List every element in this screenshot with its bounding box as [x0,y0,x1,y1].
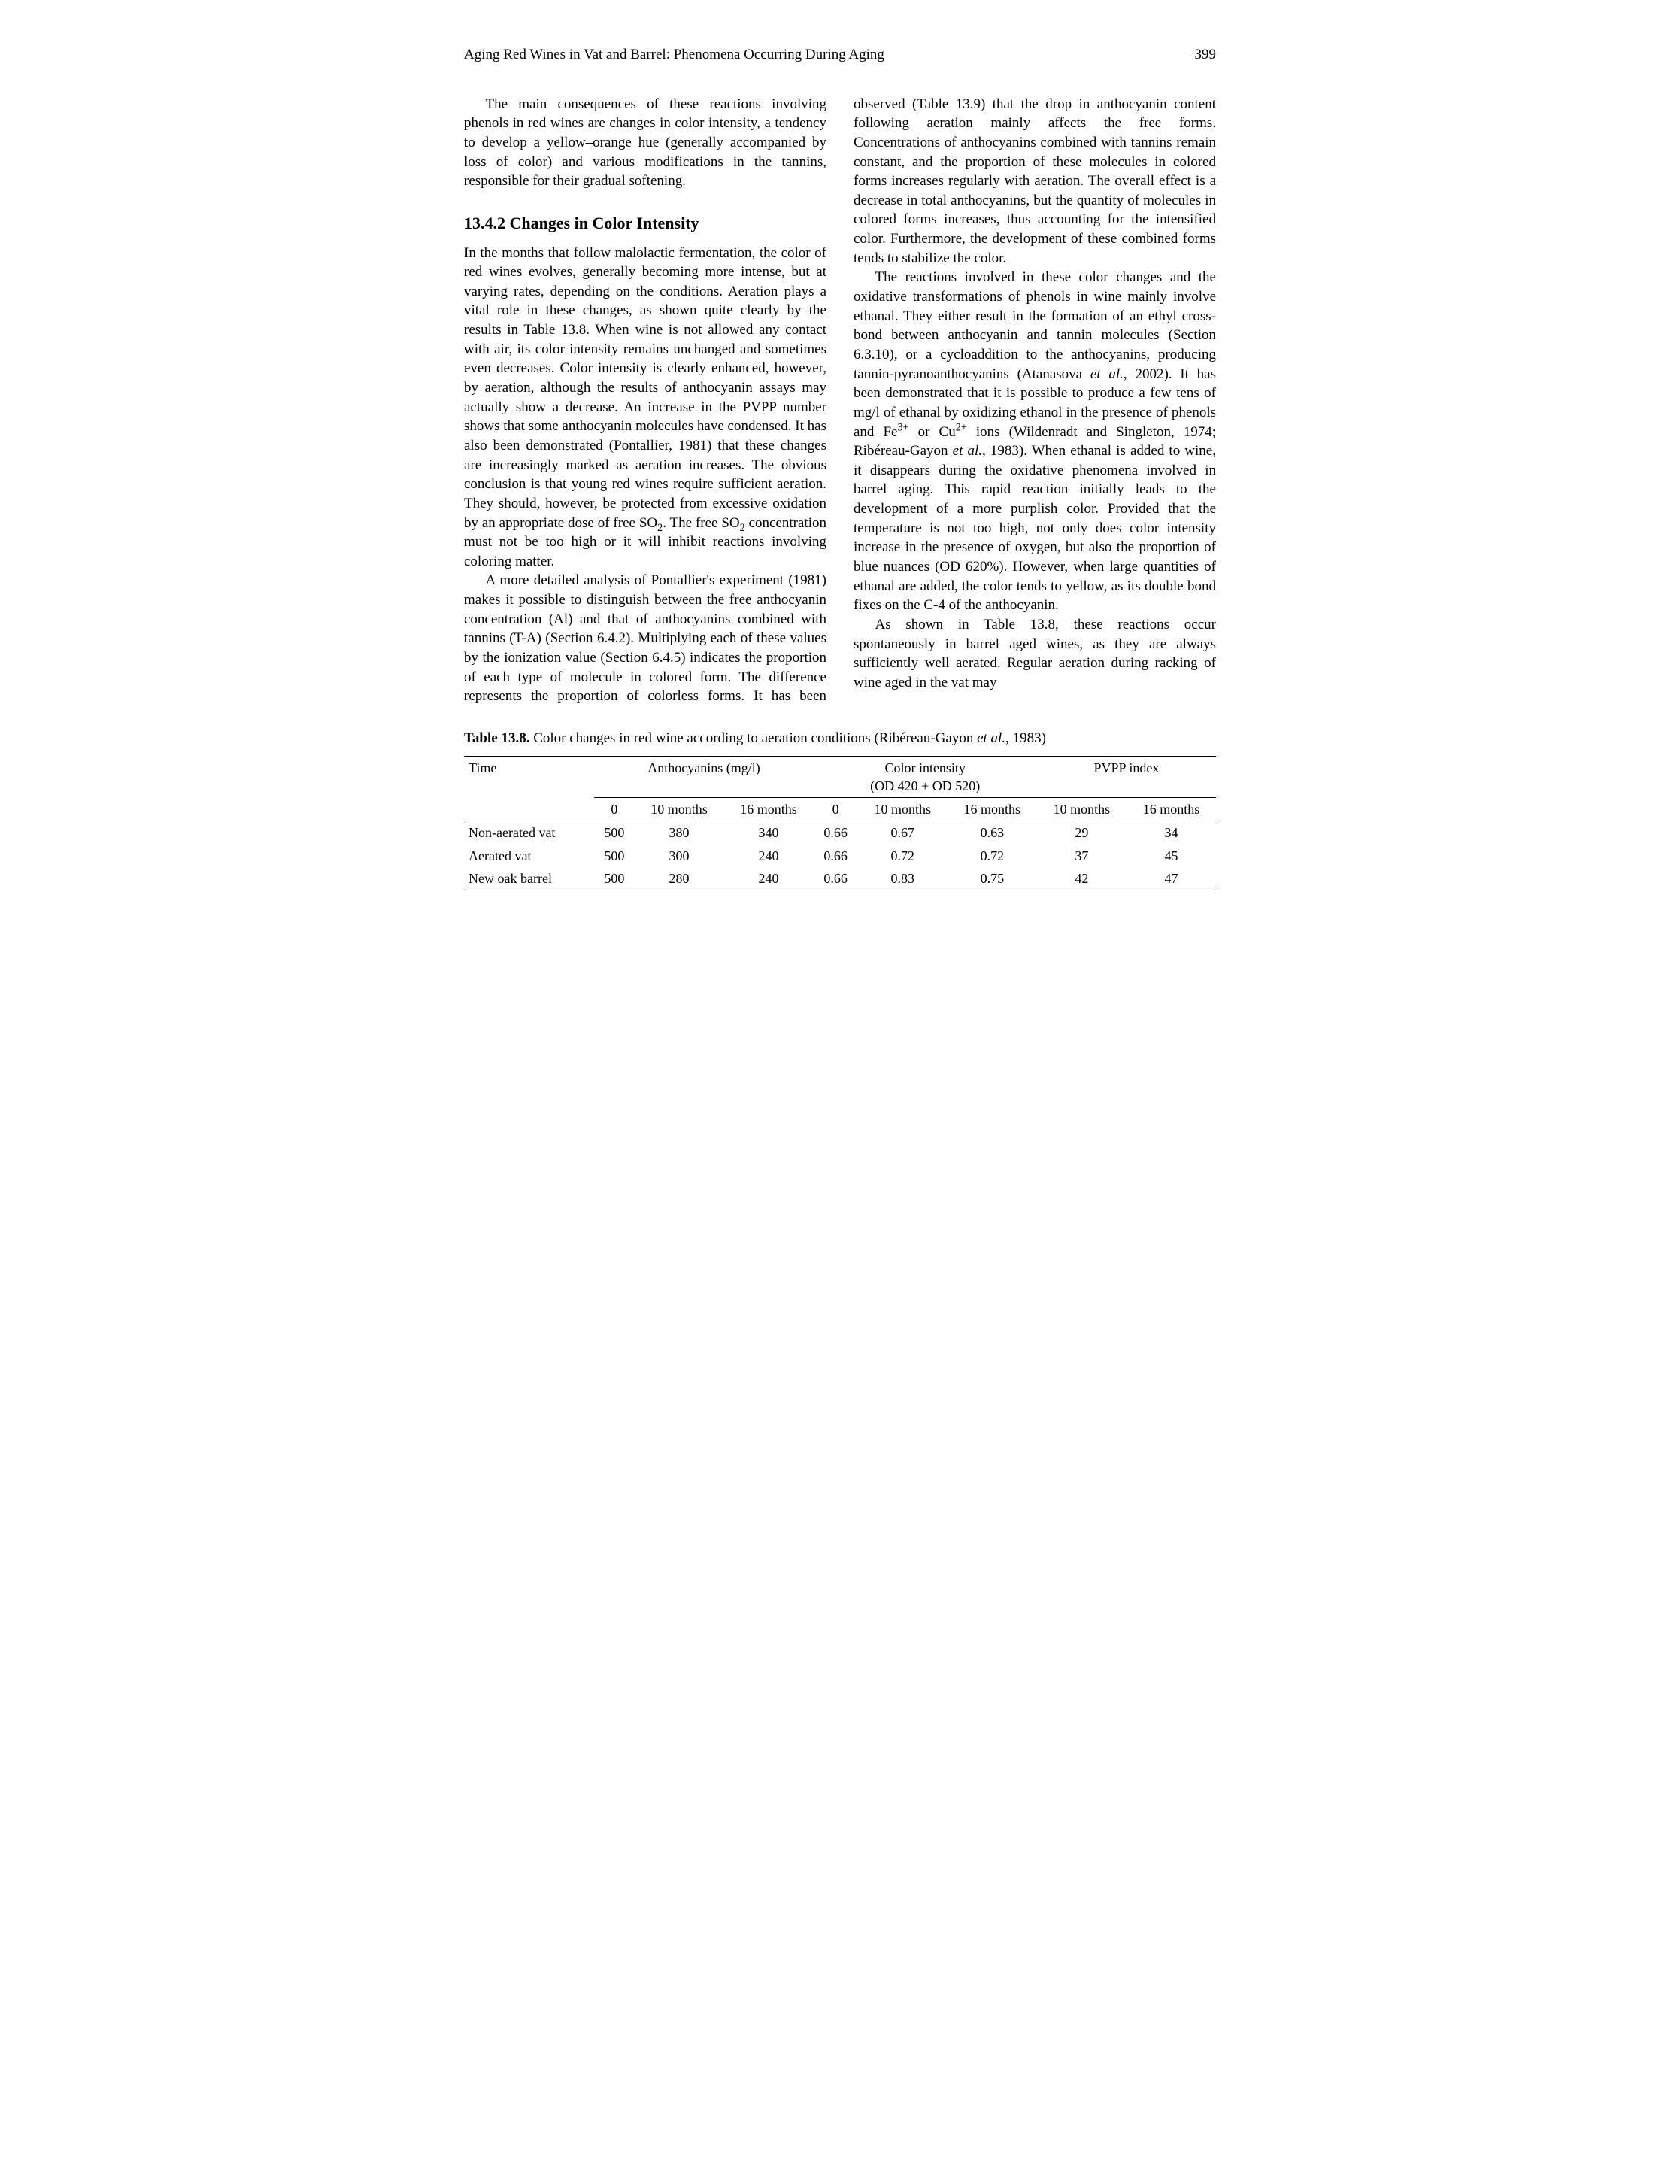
cell: 0.83 [858,867,948,890]
group2-line1: Color intensity [818,759,1033,777]
subhead: 10 months [634,798,723,821]
running-title: Aging Red Wines in Vat and Barrel: Pheno… [464,45,884,65]
italic-run: et al. [1090,366,1124,382]
cell: 42 [1037,867,1127,890]
cell: 280 [634,867,723,890]
cell: 240 [723,867,813,890]
cell: 0.66 [814,845,858,867]
cell: 34 [1127,821,1216,845]
subhead: 10 months [858,798,948,821]
group2-line2: (OD 420 + OD 520) [818,777,1033,795]
paragraph: As shown in Table 13.8, these reactions … [854,615,1216,693]
row-label: New oak barrel [464,867,594,890]
running-header: Aging Red Wines in Vat and Barrel: Pheno… [464,45,1216,65]
text-run: . The free SO [663,515,739,531]
cell: 340 [723,821,813,845]
cell: 0.63 [948,821,1037,845]
cell: 37 [1037,845,1127,867]
body-columns: The main consequences of these reactions… [464,95,1216,706]
paragraph: The main consequences of these reactions… [464,95,826,191]
table-label: Table 13.8. [464,730,529,746]
text-run: In the months that follow malolactic fer… [464,245,826,531]
cell: 0.66 [814,867,858,890]
cell: 0.67 [858,821,948,845]
subhead: 16 months [723,798,813,821]
cell: 0.72 [948,845,1037,867]
table-caption: Table 13.8. Color changes in red wine ac… [464,729,1216,748]
subhead: 10 months [1037,798,1127,821]
cell: 500 [594,867,634,890]
superscript: 2+ [956,421,967,433]
cell: 0.72 [858,845,948,867]
text-run: or Cu [909,424,956,440]
cell: 500 [594,821,634,845]
caption-text: Color changes in red wine according to a… [529,730,977,746]
cell: 380 [634,821,723,845]
subhead: 0 [814,798,858,821]
data-table: Time Anthocyanins (mg/l) Color intensity… [464,756,1216,891]
page-number: 399 [1195,45,1217,65]
cell: 45 [1127,845,1216,867]
col-group-anthocyanins: Anthocyanins (mg/l) [594,756,813,798]
subscript: 2 [740,521,745,533]
paragraph: In the months that follow malolactic fer… [464,244,826,572]
text-run: The reactions involved in these color ch… [854,269,1216,381]
subhead: 0 [594,798,634,821]
caption-text: , 1983) [1005,730,1046,746]
cell: 47 [1127,867,1216,890]
cell: 29 [1037,821,1127,845]
text-run: , 1983). When ethanal is added to wine, … [854,443,1216,613]
subhead: 16 months [1127,798,1216,821]
italic-run: et al. [977,730,1005,746]
cell: 300 [634,845,723,867]
table-row: Aerated vat 500 300 240 0.66 0.72 0.72 3… [464,845,1216,867]
italic-run: et al. [953,443,982,459]
cell: 0.66 [814,821,858,845]
table-row: New oak barrel 500 280 240 0.66 0.83 0.7… [464,867,1216,890]
col-group-pvpp: PVPP index [1037,756,1216,798]
col-header-time: Time [464,756,594,821]
row-label: Aerated vat [464,845,594,867]
cell: 500 [594,845,634,867]
superscript: 3+ [897,421,908,433]
cell: 0.75 [948,867,1037,890]
col-group-color-intensity: Color intensity (OD 420 + OD 520) [814,756,1037,798]
table-row: Non-aerated vat 500 380 340 0.66 0.67 0.… [464,821,1216,845]
paragraph: The reactions involved in these color ch… [854,268,1216,615]
subhead: 16 months [948,798,1037,821]
cell: 240 [723,845,813,867]
row-label: Non-aerated vat [464,821,594,845]
section-heading: 13.4.2 Changes in Color Intensity [464,212,826,235]
